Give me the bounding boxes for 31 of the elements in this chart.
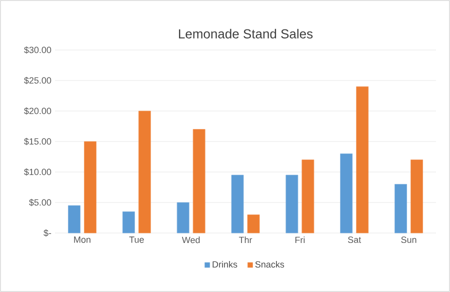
bar [68,205,80,234]
x-tick-label: Sat [348,236,362,243]
y-tick-label: $30.00 [24,46,52,54]
legend-label: Snacks [255,260,284,268]
bar [286,174,298,234]
bar [192,129,206,234]
bar [84,141,96,234]
y-tick-label: $5.00 [29,198,52,206]
bar [410,160,423,234]
bar [138,110,151,234]
chart-title: Lemonade Stand Sales [178,28,313,38]
x-tick-label: Sun [401,236,416,243]
bar [247,214,260,234]
y-tick-label: $- [44,229,52,237]
bar [231,174,244,234]
y-tick-label: $25.00 [24,76,52,84]
y-tick-label: $10.00 [24,168,52,176]
x-tick-label: Thr [238,236,252,244]
x-tick-label: Mon [74,236,90,243]
bar [302,160,314,234]
x-tick-label: Tue [129,236,144,243]
y-tick-label: $20.00 [24,107,52,115]
bar [356,86,369,234]
bar [176,202,190,234]
bar [394,184,407,234]
y-tick-label: $15.00 [24,138,52,146]
bar [122,211,135,234]
x-tick-label: Wed [182,236,200,244]
bar [340,154,353,234]
x-tick-label: Fri [295,236,305,244]
legend-label: Drinks [212,260,238,268]
